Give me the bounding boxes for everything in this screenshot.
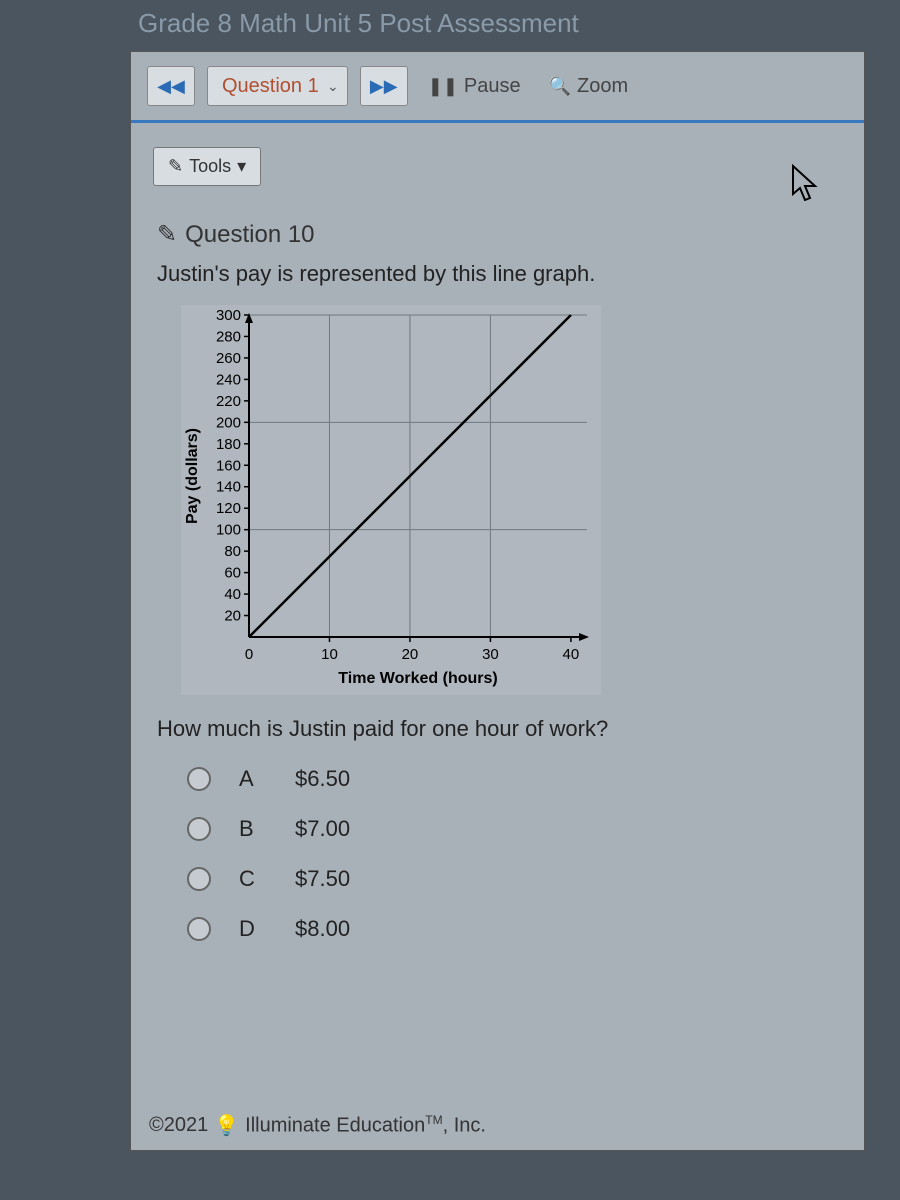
svg-text:80: 80 bbox=[224, 543, 241, 560]
page-title: Grade 8 Math Unit 5 Post Assessment bbox=[130, 0, 900, 51]
company-name: Illuminate Education bbox=[245, 1115, 425, 1137]
fast-forward-icon: ▶▶ bbox=[370, 76, 398, 97]
svg-text:240: 240 bbox=[216, 371, 241, 388]
radio-icon bbox=[187, 917, 211, 941]
answer-text: $7.00 bbox=[295, 816, 350, 842]
toolbar: ◀◀ Question 1 ⌄ ▶▶ ❚❚ Pause 🔍 Zoom bbox=[131, 52, 864, 123]
radio-icon bbox=[187, 767, 211, 791]
svg-text:20: 20 bbox=[224, 608, 241, 625]
svg-text:280: 280 bbox=[216, 328, 241, 345]
svg-text:180: 180 bbox=[216, 436, 241, 453]
answer-option[interactable]: B $7.00 bbox=[187, 816, 838, 842]
pause-label: Pause bbox=[464, 75, 521, 98]
question-number: Question 10 bbox=[185, 221, 314, 249]
trademark: TM bbox=[425, 1113, 442, 1127]
answer-text: $6.50 bbox=[295, 766, 350, 792]
answer-option[interactable]: D $8.00 bbox=[187, 916, 838, 942]
zoom-button[interactable]: 🔍 Zoom bbox=[541, 75, 637, 98]
svg-text:200: 200 bbox=[216, 414, 241, 431]
copyright-year: ©2021 bbox=[149, 1114, 208, 1137]
tools-dropdown[interactable]: ✎ Tools ▾ bbox=[153, 147, 261, 186]
tools-icon: ✎ bbox=[168, 156, 183, 177]
radio-icon bbox=[187, 817, 211, 841]
pay-line-chart: 2040608010012014016018020022024026028030… bbox=[181, 305, 601, 695]
radio-icon bbox=[187, 867, 211, 891]
answer-option[interactable]: A $6.50 bbox=[187, 766, 838, 792]
prev-button[interactable]: ◀◀ bbox=[147, 66, 195, 106]
svg-text:Pay (dollars): Pay (dollars) bbox=[184, 428, 201, 524]
footer-copyright: ©2021 💡 Illuminate EducationTM, Inc. bbox=[149, 1113, 486, 1138]
svg-text:40: 40 bbox=[224, 586, 241, 603]
svg-text:20: 20 bbox=[402, 646, 419, 663]
answer-text: $8.00 bbox=[295, 916, 350, 942]
pencil-icon: ✎ bbox=[157, 220, 177, 249]
tools-label: Tools bbox=[189, 156, 231, 177]
question-prompt: How much is Justin paid for one hour of … bbox=[157, 716, 838, 742]
chevron-down-icon: ⌄ bbox=[327, 78, 339, 95]
svg-text:220: 220 bbox=[216, 393, 241, 410]
svg-text:260: 260 bbox=[216, 350, 241, 367]
svg-text:40: 40 bbox=[563, 646, 580, 663]
svg-text:140: 140 bbox=[216, 479, 241, 496]
svg-text:10: 10 bbox=[321, 646, 338, 663]
answer-list: A $6.50 B $7.00 C $7.50 D $8.00 bbox=[157, 766, 838, 942]
svg-text:0: 0 bbox=[245, 646, 253, 663]
company-suffix: , Inc. bbox=[443, 1115, 486, 1137]
zoom-label: Zoom bbox=[577, 75, 628, 98]
question-selector[interactable]: Question 1 ⌄ bbox=[207, 66, 348, 106]
svg-text:300: 300 bbox=[216, 307, 241, 324]
caret-down-icon: ▾ bbox=[237, 156, 246, 177]
svg-text:Time Worked (hours): Time Worked (hours) bbox=[338, 670, 497, 687]
answer-label: B bbox=[239, 816, 267, 842]
svg-text:100: 100 bbox=[216, 522, 241, 539]
zoom-icon: 🔍 bbox=[549, 76, 571, 97]
svg-text:60: 60 bbox=[224, 565, 241, 582]
answer-text: $7.50 bbox=[295, 866, 350, 892]
svg-text:120: 120 bbox=[216, 500, 241, 517]
answer-option[interactable]: C $7.50 bbox=[187, 866, 838, 892]
svg-text:30: 30 bbox=[482, 646, 499, 663]
assessment-panel: ◀◀ Question 1 ⌄ ▶▶ ❚❚ Pause 🔍 Zoom ✎ Too… bbox=[130, 51, 865, 1151]
answer-label: A bbox=[239, 766, 267, 792]
question-selector-label: Question 1 bbox=[222, 75, 319, 98]
question-header: ✎ Question 10 bbox=[157, 220, 838, 249]
pause-button[interactable]: ❚❚ Pause bbox=[420, 75, 529, 98]
svg-text:160: 160 bbox=[216, 457, 241, 474]
answer-label: D bbox=[239, 916, 267, 942]
rewind-icon: ◀◀ bbox=[157, 76, 185, 97]
question-intro: Justin's pay is represented by this line… bbox=[157, 261, 838, 287]
next-button[interactable]: ▶▶ bbox=[360, 66, 408, 106]
answer-label: C bbox=[239, 866, 267, 892]
lightbulb-icon: 💡 bbox=[214, 1113, 239, 1138]
pause-icon: ❚❚ bbox=[428, 76, 458, 97]
